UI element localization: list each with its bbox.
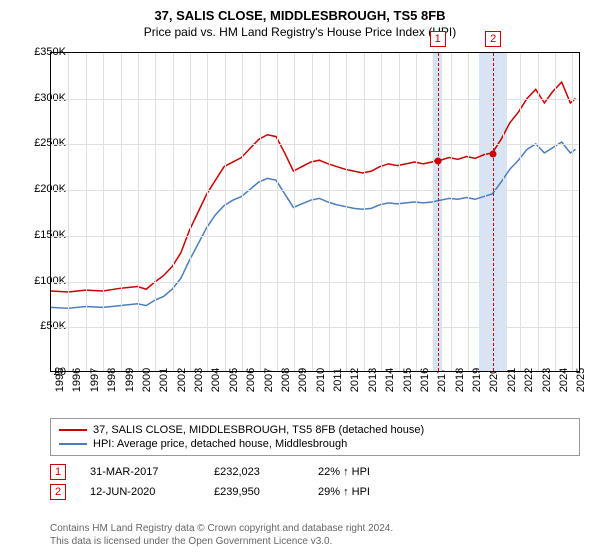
- legend-label: 37, SALIS CLOSE, MIDDLESBROUGH, TS5 8FB …: [93, 424, 424, 436]
- line-svg: [51, 53, 579, 371]
- legend-row: 37, SALIS CLOSE, MIDDLESBROUGH, TS5 8FB …: [59, 423, 571, 437]
- gridline-v: [138, 53, 139, 371]
- gridline-v: [260, 53, 261, 371]
- gridline-v: [555, 53, 556, 371]
- sale-row: 1 31-MAR-2017 £232,023 22% ↑ HPI: [50, 462, 580, 482]
- gridline-v: [312, 53, 313, 371]
- footer-line1: Contains HM Land Registry data © Crown c…: [50, 522, 393, 535]
- sale-row: 2 12-JUN-2020 £239,950 29% ↑ HPI: [50, 482, 580, 502]
- gridline-v: [451, 53, 452, 371]
- sale-dot: [490, 150, 497, 157]
- gridline-v: [121, 53, 122, 371]
- legend-swatch: [59, 429, 87, 431]
- sale-marker-box: 2: [50, 484, 66, 500]
- gridline-v: [520, 53, 521, 371]
- gridline-v: [364, 53, 365, 371]
- gridline-v: [468, 53, 469, 371]
- gridline-v: [329, 53, 330, 371]
- gridline-v: [485, 53, 486, 371]
- gridline-h: [51, 282, 579, 283]
- gridline-h: [51, 190, 579, 191]
- gridline-h: [51, 144, 579, 145]
- chart-title: 37, SALIS CLOSE, MIDDLESBROUGH, TS5 8FB: [0, 0, 600, 23]
- marker-line: [438, 53, 439, 371]
- marker-box: 2: [485, 31, 501, 47]
- gridline-v: [433, 53, 434, 371]
- gridline-h: [51, 327, 579, 328]
- sale-date: 12-JUN-2020: [90, 486, 190, 498]
- footer-line2: This data is licensed under the Open Gov…: [50, 535, 393, 548]
- chart-container: 37, SALIS CLOSE, MIDDLESBROUGH, TS5 8FB …: [0, 0, 600, 560]
- gridline-v: [225, 53, 226, 371]
- gridline-v: [242, 53, 243, 371]
- sale-pct: 29% ↑ HPI: [318, 486, 370, 498]
- sale-date: 31-MAR-2017: [90, 466, 190, 478]
- gridline-v: [68, 53, 69, 371]
- gridline-v: [503, 53, 504, 371]
- legend: 37, SALIS CLOSE, MIDDLESBROUGH, TS5 8FB …: [50, 418, 580, 456]
- marker-line: [493, 53, 494, 371]
- sale-price: £239,950: [214, 486, 294, 498]
- marker-box: 1: [430, 31, 446, 47]
- gridline-v: [399, 53, 400, 371]
- sales-table: 1 31-MAR-2017 £232,023 22% ↑ HPI 2 12-JUN-202…: [50, 462, 580, 502]
- series-line: [51, 142, 576, 308]
- gridline-v: [207, 53, 208, 371]
- legend-swatch: [59, 443, 87, 445]
- gridline-v: [346, 53, 347, 371]
- gridline-v: [173, 53, 174, 371]
- sale-dot: [434, 157, 441, 164]
- gridline-v: [381, 53, 382, 371]
- gridline-h: [51, 236, 579, 237]
- sale-pct: 22% ↑ HPI: [318, 466, 370, 478]
- gridline-v: [155, 53, 156, 371]
- sale-price: £232,023: [214, 466, 294, 478]
- gridline-v: [190, 53, 191, 371]
- legend-row: HPI: Average price, detached house, Midd…: [59, 437, 571, 451]
- gridline-v: [277, 53, 278, 371]
- plot-area: 12: [50, 52, 580, 372]
- gridline-v: [86, 53, 87, 371]
- gridline-v: [538, 53, 539, 371]
- legend-label: HPI: Average price, detached house, Midd…: [93, 438, 347, 450]
- gridline-v: [416, 53, 417, 371]
- gridline-h: [51, 99, 579, 100]
- chart-subtitle: Price paid vs. HM Land Registry's House …: [0, 23, 600, 45]
- gridline-v: [294, 53, 295, 371]
- sale-marker-box: 1: [50, 464, 66, 480]
- footer: Contains HM Land Registry data © Crown c…: [50, 522, 393, 548]
- gridline-v: [103, 53, 104, 371]
- gridline-v: [572, 53, 573, 371]
